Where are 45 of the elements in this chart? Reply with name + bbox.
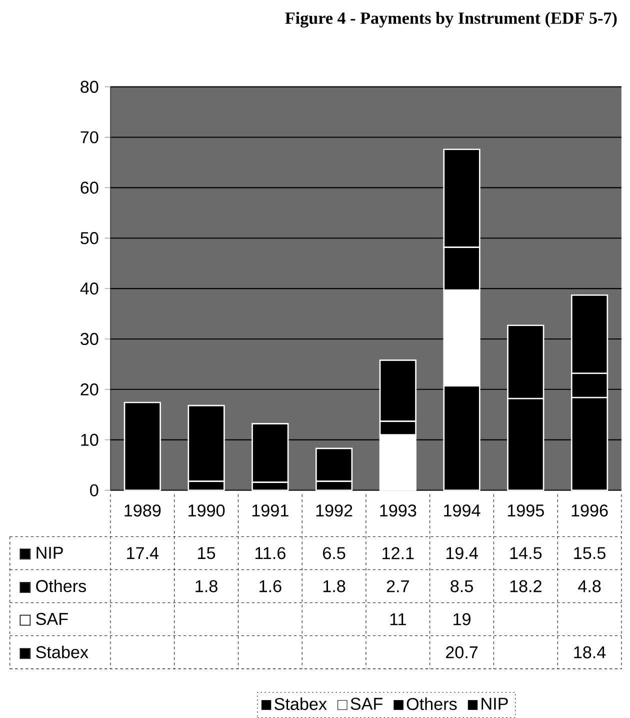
data-label: 15.5 xyxy=(574,547,606,560)
data-label: 18.4 xyxy=(574,646,606,658)
data-label: 2.7 xyxy=(386,580,409,592)
data-label: 6.5 xyxy=(322,547,346,560)
legend-label: Stabex xyxy=(274,698,327,710)
y-tick-label: 40 xyxy=(80,282,98,295)
data-label: 1.8 xyxy=(323,580,346,592)
x-tick-label: 1996 xyxy=(572,504,608,517)
y-tick-label: 20 xyxy=(80,383,98,396)
text: SAF xyxy=(36,612,68,625)
x-tick-label: 1990 xyxy=(188,504,224,517)
x-tick-label: 1994 xyxy=(444,504,480,517)
data-label: 15 xyxy=(198,547,215,560)
data-label: 20.7 xyxy=(446,646,478,658)
data-label: 19.4 xyxy=(446,547,478,560)
x-tick-label: 1992 xyxy=(316,504,352,517)
y-tick-label: 60 xyxy=(80,182,98,194)
y-tick-label: 30 xyxy=(80,332,98,346)
data-label: 1.6 xyxy=(259,580,282,592)
text: Others xyxy=(406,698,457,710)
x-tick-label: 1989 xyxy=(124,504,160,517)
data-label: 1.8 xyxy=(196,580,218,592)
data-label: 18.2 xyxy=(510,580,542,592)
y-tick-label: 70 xyxy=(80,131,98,144)
legend-label: Others xyxy=(36,580,86,592)
text: NIP xyxy=(481,698,508,710)
text: Stabex xyxy=(36,646,88,658)
y-tick-label: 80 xyxy=(80,80,98,93)
legend-label: NIP xyxy=(36,546,63,559)
legend-label: SAF xyxy=(350,698,382,710)
y-tick-label: 10 xyxy=(81,434,98,446)
x-tick-label: 1991 xyxy=(252,504,288,517)
x-tick-label: 1995 xyxy=(508,504,544,517)
y-tick-label: 0 xyxy=(90,484,98,496)
data-label: 8.5 xyxy=(450,580,473,592)
data-label: 11 xyxy=(390,613,406,626)
data-label: 11.6 xyxy=(255,547,286,560)
data-label: 17.4 xyxy=(126,547,158,560)
data-label: 4.8 xyxy=(578,580,601,592)
x-tick-label: 1993 xyxy=(380,504,416,517)
chart-title: Figure 4 - Payments by Instrument (EDF 5-7) xyxy=(284,12,617,28)
data-label: 14.5 xyxy=(510,547,542,560)
data-label: 19 xyxy=(453,613,470,626)
y-tick-label: 50 xyxy=(80,232,98,244)
data-label: 12.1 xyxy=(382,547,414,560)
